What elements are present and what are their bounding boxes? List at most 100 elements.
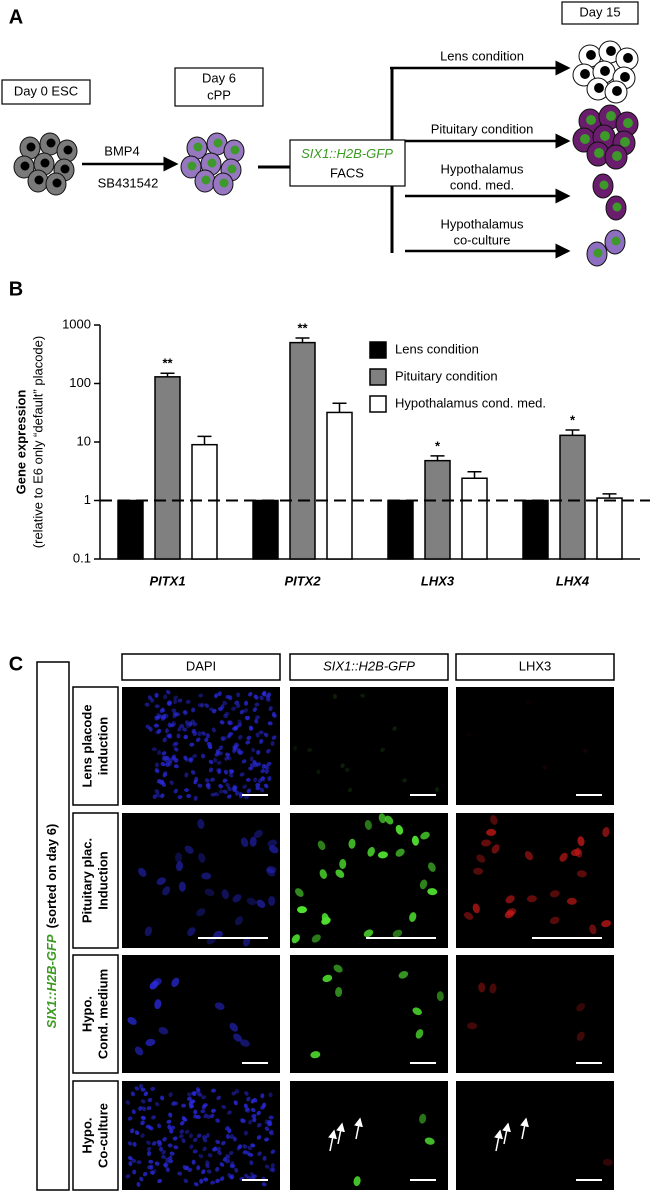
nucleus-signal [222, 789, 228, 794]
nucleus-signal [201, 872, 212, 880]
nucleus-signal [228, 773, 234, 778]
nucleus-signal [228, 720, 233, 725]
nucleus-signal [173, 695, 178, 700]
significance: * [435, 438, 441, 453]
nucleus-signal [196, 1088, 201, 1094]
nucleus-signal [250, 1107, 256, 1113]
nucleus-signal [206, 741, 212, 746]
nucleus-signal [222, 700, 228, 706]
nucleus-signal [165, 1157, 170, 1163]
nucleus-signal [215, 1166, 220, 1172]
significance: ** [162, 356, 173, 371]
nucleus-signal [200, 702, 205, 708]
nucleus-signal [348, 838, 356, 849]
nucleus-signal [173, 747, 179, 752]
nucleus-signal [576, 1003, 586, 1012]
nucleus-signal [221, 1140, 226, 1146]
row-label-box [72, 686, 119, 806]
nucleus-signal [134, 1086, 140, 1091]
nucleus-signal [218, 784, 223, 789]
nucleus-signal [134, 1130, 140, 1135]
nucleus-signal [215, 1139, 221, 1145]
nucleus [52, 178, 62, 188]
nucleus-signal [239, 772, 245, 777]
nucleus-signal [466, 732, 472, 737]
nucleus-signal [127, 1016, 137, 1025]
nucleus-signal [204, 888, 215, 897]
nucleus-signal [223, 713, 229, 719]
nucleus-signal [271, 735, 277, 740]
nucleus-signal [165, 1167, 170, 1173]
nucleus-signal [151, 1141, 157, 1146]
nucleus-signal [168, 1159, 174, 1164]
legend-swatch [369, 395, 387, 413]
nucleus-signal [193, 1114, 199, 1119]
nucleus-signal [228, 769, 234, 774]
nucleus-signal [154, 693, 159, 699]
nucleus-signal [253, 1097, 258, 1103]
nucleus-signal [237, 735, 243, 740]
nucleus-signal [132, 1169, 137, 1175]
nucleus-signal [162, 737, 167, 743]
nucleus-signal [398, 970, 409, 979]
nucleus-signal [192, 1149, 198, 1154]
nucleus-signal [227, 1110, 232, 1115]
nucleus-signal [136, 1181, 141, 1187]
nucleus-signal [206, 1169, 212, 1174]
nucleus-signal [157, 1178, 163, 1184]
nucleus-signal [171, 1101, 176, 1106]
nucleus-signal [489, 983, 497, 994]
nucleus-signal [246, 1108, 251, 1114]
nucleus-signal [243, 1103, 248, 1109]
nucleus-signal [576, 1031, 585, 1041]
nucleus-signal [178, 1134, 184, 1139]
nucleus-signal [332, 694, 338, 699]
nucleus-signal [248, 725, 254, 731]
nucleus-signal [216, 760, 222, 765]
nucleus-signal [147, 1097, 153, 1103]
nucleus [207, 158, 217, 168]
nucleus-signal [197, 818, 205, 829]
nucleus-signal [132, 1141, 137, 1147]
nucleus-signal [256, 749, 261, 755]
nucleus [187, 161, 197, 171]
legend-swatch [369, 341, 387, 359]
arrow-white [494, 1129, 503, 1152]
nucleus-signal [166, 1119, 172, 1124]
nucleus-signal [144, 926, 153, 937]
nucleus-signal [311, 934, 321, 943]
nucleus-signal [146, 1140, 151, 1145]
nucleus-signal [219, 720, 225, 725]
column-header: SIX1::H2B-GFP [323, 658, 415, 673]
nucleus-signal [154, 704, 160, 709]
nucleus-signal [179, 724, 185, 729]
nucleus-signal [161, 751, 167, 756]
nucleus-signal [310, 1051, 321, 1059]
nucleus-signal [168, 758, 173, 763]
nucleus-signal [139, 1176, 144, 1182]
y-tick-label: 1000 [62, 316, 91, 331]
nucleus-signal [250, 1172, 255, 1177]
nucleus-signal [187, 1167, 193, 1172]
nucleus-signal [177, 1171, 183, 1176]
nucleus-signal [227, 786, 232, 792]
nucleus-signal [161, 1154, 166, 1160]
nucleus-signal [205, 1163, 210, 1169]
nucleus-signal [197, 1092, 203, 1097]
nucleus-signal [208, 759, 214, 765]
nucleus-signal [364, 820, 372, 830]
nucleus-signal [161, 1150, 166, 1155]
panel-label: B [9, 278, 23, 300]
nucleus-signal [243, 1173, 249, 1179]
bar [387, 499, 414, 560]
nucleus-signal [576, 870, 587, 878]
bar [461, 477, 488, 560]
nucleus-signal [148, 1159, 154, 1164]
nucleus-signal [229, 1022, 238, 1032]
nucleus-signal [138, 1105, 143, 1111]
nucleus-signal [225, 752, 231, 757]
nucleus-signal [163, 1163, 168, 1168]
nucleus-signal [384, 815, 394, 825]
error-bar [602, 493, 617, 499]
